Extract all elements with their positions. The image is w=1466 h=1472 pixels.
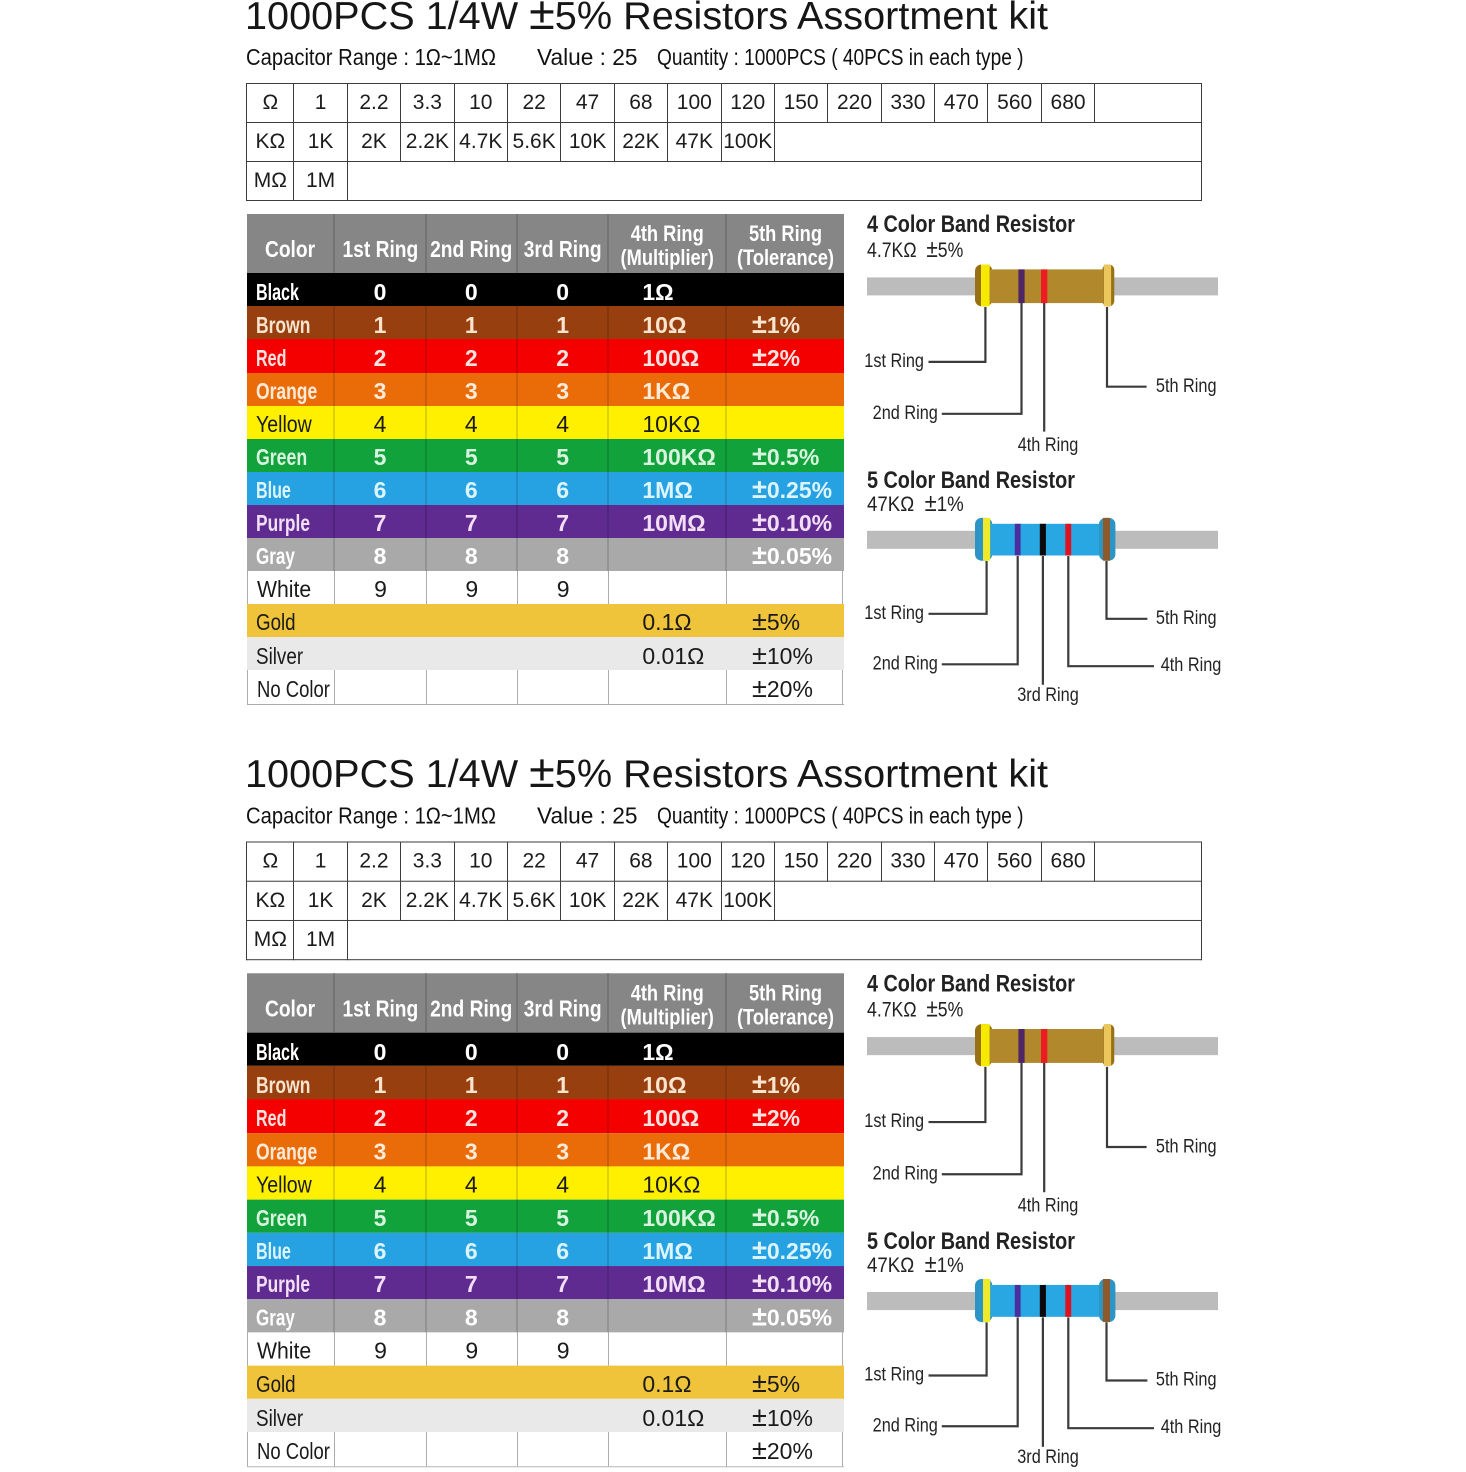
svg-text:4th Ring: 4th Ring [1018, 434, 1079, 456]
svg-text:4th Ring: 4th Ring [1018, 1194, 1079, 1216]
svg-text:4th Ring: 4th Ring [1161, 1415, 1222, 1437]
svg-text:2nd Ring: 2nd Ring [873, 402, 938, 424]
svg-text:5th Ring: 5th Ring [1156, 606, 1217, 628]
svg-text:1st Ring: 1st Ring [864, 601, 924, 623]
svg-text:4th Ring: 4th Ring [1161, 654, 1222, 676]
svg-text:5th Ring: 5th Ring [1156, 1368, 1217, 1390]
svg-text:3rd Ring: 3rd Ring [1017, 1445, 1079, 1467]
svg-text:2nd Ring: 2nd Ring [873, 1413, 938, 1435]
svg-text:1st Ring: 1st Ring [864, 350, 924, 372]
svg-text:3rd Ring: 3rd Ring [1017, 683, 1079, 705]
svg-text:5th Ring: 5th Ring [1156, 1134, 1217, 1156]
svg-text:1st Ring: 1st Ring [864, 1109, 924, 1131]
svg-text:2nd Ring: 2nd Ring [873, 652, 938, 674]
svg-text:1st Ring: 1st Ring [864, 1363, 924, 1385]
svg-text:2nd Ring: 2nd Ring [873, 1162, 938, 1184]
svg-text:5th Ring: 5th Ring [1156, 375, 1217, 397]
